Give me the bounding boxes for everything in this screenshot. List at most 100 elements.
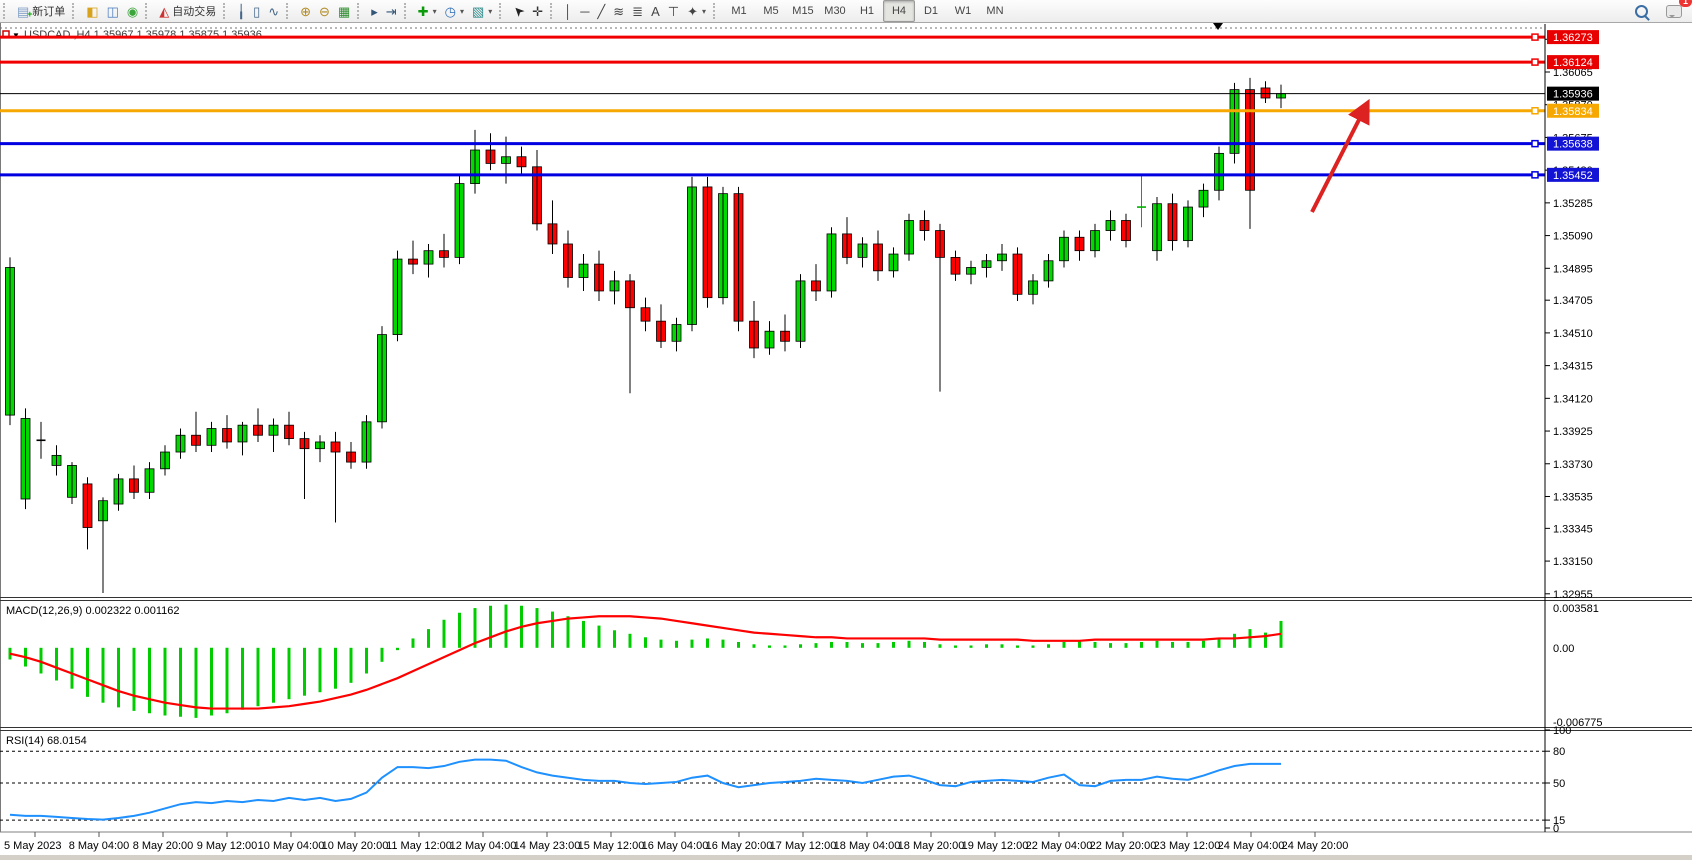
price-tick-label: 1.34705 — [1553, 295, 1593, 307]
toolbar-grip — [3, 3, 10, 19]
time-label: 5 May 2023 — [4, 840, 61, 852]
text-button[interactable]: A — [647, 0, 664, 22]
navigator-button[interactable]: ◫ — [103, 0, 123, 22]
time-label: 10 May 20:00 — [322, 840, 389, 852]
chevron-down-icon: ▾ — [459, 6, 464, 16]
timeframe-m30-button[interactable]: M30 — [824, 5, 846, 17]
time-label: 16 May 20:00 — [706, 840, 773, 852]
price-tick-label: 1.33925 — [1553, 426, 1593, 438]
crosshair-button[interactable]: ✛ — [528, 0, 547, 22]
price-badge-label: 1.35936 — [1553, 89, 1593, 101]
navigator-icon: ◫ — [106, 3, 119, 19]
price-tick-label: 1.34120 — [1553, 393, 1593, 405]
time-label: 9 May 12:00 — [197, 840, 258, 852]
price-tick-label: 1.34510 — [1553, 328, 1593, 340]
timeframe-d1-button[interactable]: D1 — [923, 5, 939, 17]
level-handle[interactable] — [1531, 171, 1539, 179]
toolbar-grip — [145, 3, 152, 19]
indicator-plus-icon: ✚ — [417, 3, 429, 19]
market-watch-button[interactable]: ◧ — [82, 0, 102, 22]
level-handle[interactable] — [1531, 58, 1539, 66]
fibonacci-button[interactable]: ≣ — [628, 0, 647, 22]
tile-windows-button[interactable]: ▦ — [334, 0, 354, 22]
trendline-icon: ╱ — [597, 3, 606, 19]
macd-label: MACD(12,26,9) 0.002322 0.001162 — [6, 605, 179, 617]
time-label: 17 May 12:00 — [770, 840, 837, 852]
chart-background — [0, 22, 1692, 860]
time-label: 24 May 20:00 — [1282, 840, 1349, 852]
toolbar-grip — [223, 3, 230, 19]
time-marker-icon — [1213, 23, 1223, 30]
price-tick-label: 1.35090 — [1553, 231, 1593, 243]
chevron-down-icon: ▾ — [488, 6, 493, 16]
search-button[interactable] — [1631, 0, 1652, 22]
timeframe-m15-button[interactable]: M15 — [792, 5, 814, 17]
chevron-down-icon: ▾ — [701, 6, 706, 16]
price-badge-1.35638 — [1547, 136, 1599, 151]
price-badge-1.35834 — [1547, 103, 1599, 118]
label-button[interactable]: ⊤ — [664, 0, 683, 22]
line-chart-button[interactable]: ∿ — [264, 0, 283, 22]
timeframe-h4-button[interactable]: H4 — [882, 0, 915, 22]
auto-scroll-button[interactable]: ▸ — [367, 0, 382, 22]
annotation-arrow[interactable] — [1310, 98, 1370, 213]
window-bottom-edge — [0, 855, 1692, 860]
autotrading-button-label: 自动交易 — [172, 6, 217, 18]
templates-button[interactable]: ▧ ▾ — [468, 0, 496, 22]
timeframe-h1-button[interactable]: H1 — [859, 5, 875, 17]
line-chart-icon: ∿ — [268, 3, 280, 19]
macd-signal-line — [9, 615, 1282, 710]
autotrading-button[interactable]: ◭ 自动交易 — [155, 0, 220, 22]
price-tick-label: 1.33345 — [1553, 523, 1593, 535]
price-tick-label: 1.33535 — [1553, 491, 1593, 503]
time-label: 16 May 04:00 — [642, 840, 709, 852]
tile-windows-icon: ▦ — [337, 3, 351, 19]
terminal-icon: ◉ — [126, 3, 139, 19]
periods-button[interactable]: ◷ ▾ — [441, 0, 468, 22]
rsi-axis-label: 80 — [1553, 746, 1565, 758]
symbol-dropdown-icon: ▼ — [12, 31, 20, 40]
chart-area[interactable]: ▼ USDCAD ,H4 1.35967 1.35978 1.35875 1.35… — [0, 22, 1692, 860]
indicators-button[interactable]: ✚ ▾ — [414, 0, 441, 22]
zoom-in-button[interactable]: ⊕ — [296, 0, 315, 22]
timeframe-m5-button[interactable]: M5 — [763, 5, 779, 17]
time-label: 24 May 04:00 — [1218, 840, 1285, 852]
time-label: 23 May 12:00 — [1154, 840, 1221, 852]
arrows-button[interactable]: ✦ ▾ — [683, 0, 710, 22]
notifications-button[interactable]: 1 — [1662, 0, 1692, 22]
crosshair-icon: ✛ — [532, 3, 544, 19]
channel-button[interactable]: ≋ — [609, 0, 628, 22]
rsi-axis-label: 50 — [1553, 778, 1565, 790]
bar-chart-button[interactable]: ╽ — [233, 0, 249, 22]
bar-chart-icon: ╽ — [237, 3, 246, 19]
price-tick-label: 1.36065 — [1553, 67, 1593, 79]
cursor-button[interactable]: ➤ — [509, 0, 528, 22]
usdcad-h4-chart[interactable]: ▼ USDCAD ,H4 1.35967 1.35978 1.35875 1.35… — [0, 22, 1692, 860]
candlestick-chart-button[interactable]: ▯ — [249, 0, 264, 22]
timeframe-mn-button[interactable]: MN — [986, 5, 1004, 17]
hline-button[interactable]: ─ — [576, 0, 593, 22]
trendline-button[interactable]: ╱ — [593, 0, 609, 22]
search-icon — [1635, 4, 1648, 18]
market-watch-icon: ◧ — [86, 3, 99, 19]
new-order-button[interactable]: ▤ + 新订单 — [13, 0, 69, 22]
fibonacci-icon: ≣ — [632, 3, 644, 19]
timeframe-w1-button[interactable]: W1 — [954, 5, 972, 17]
new-order-icon: ▤ + — [17, 3, 33, 19]
vline-button[interactable]: │ — [560, 0, 576, 22]
level-handle[interactable] — [1531, 139, 1539, 148]
zoom-out-button[interactable]: ⊖ — [315, 0, 334, 22]
zoom-in-icon: ⊕ — [300, 3, 312, 19]
time-label: 15 May 12:00 — [578, 840, 645, 852]
chart-shift-button[interactable]: ⇥ — [382, 0, 401, 22]
cursor-arrow-icon: ➤ — [509, 1, 528, 21]
time-label: 18 May 20:00 — [898, 840, 965, 852]
time-label: 18 May 04:00 — [834, 840, 901, 852]
level-handle[interactable] — [1531, 33, 1539, 41]
level-handle[interactable] — [1531, 107, 1539, 115]
timeframe-m1-button[interactable]: M1 — [731, 5, 747, 17]
arrows-icon: ✦ — [687, 3, 698, 19]
zoom-out-icon: ⊖ — [319, 3, 330, 19]
terminal-button[interactable]: ◉ — [123, 0, 142, 22]
